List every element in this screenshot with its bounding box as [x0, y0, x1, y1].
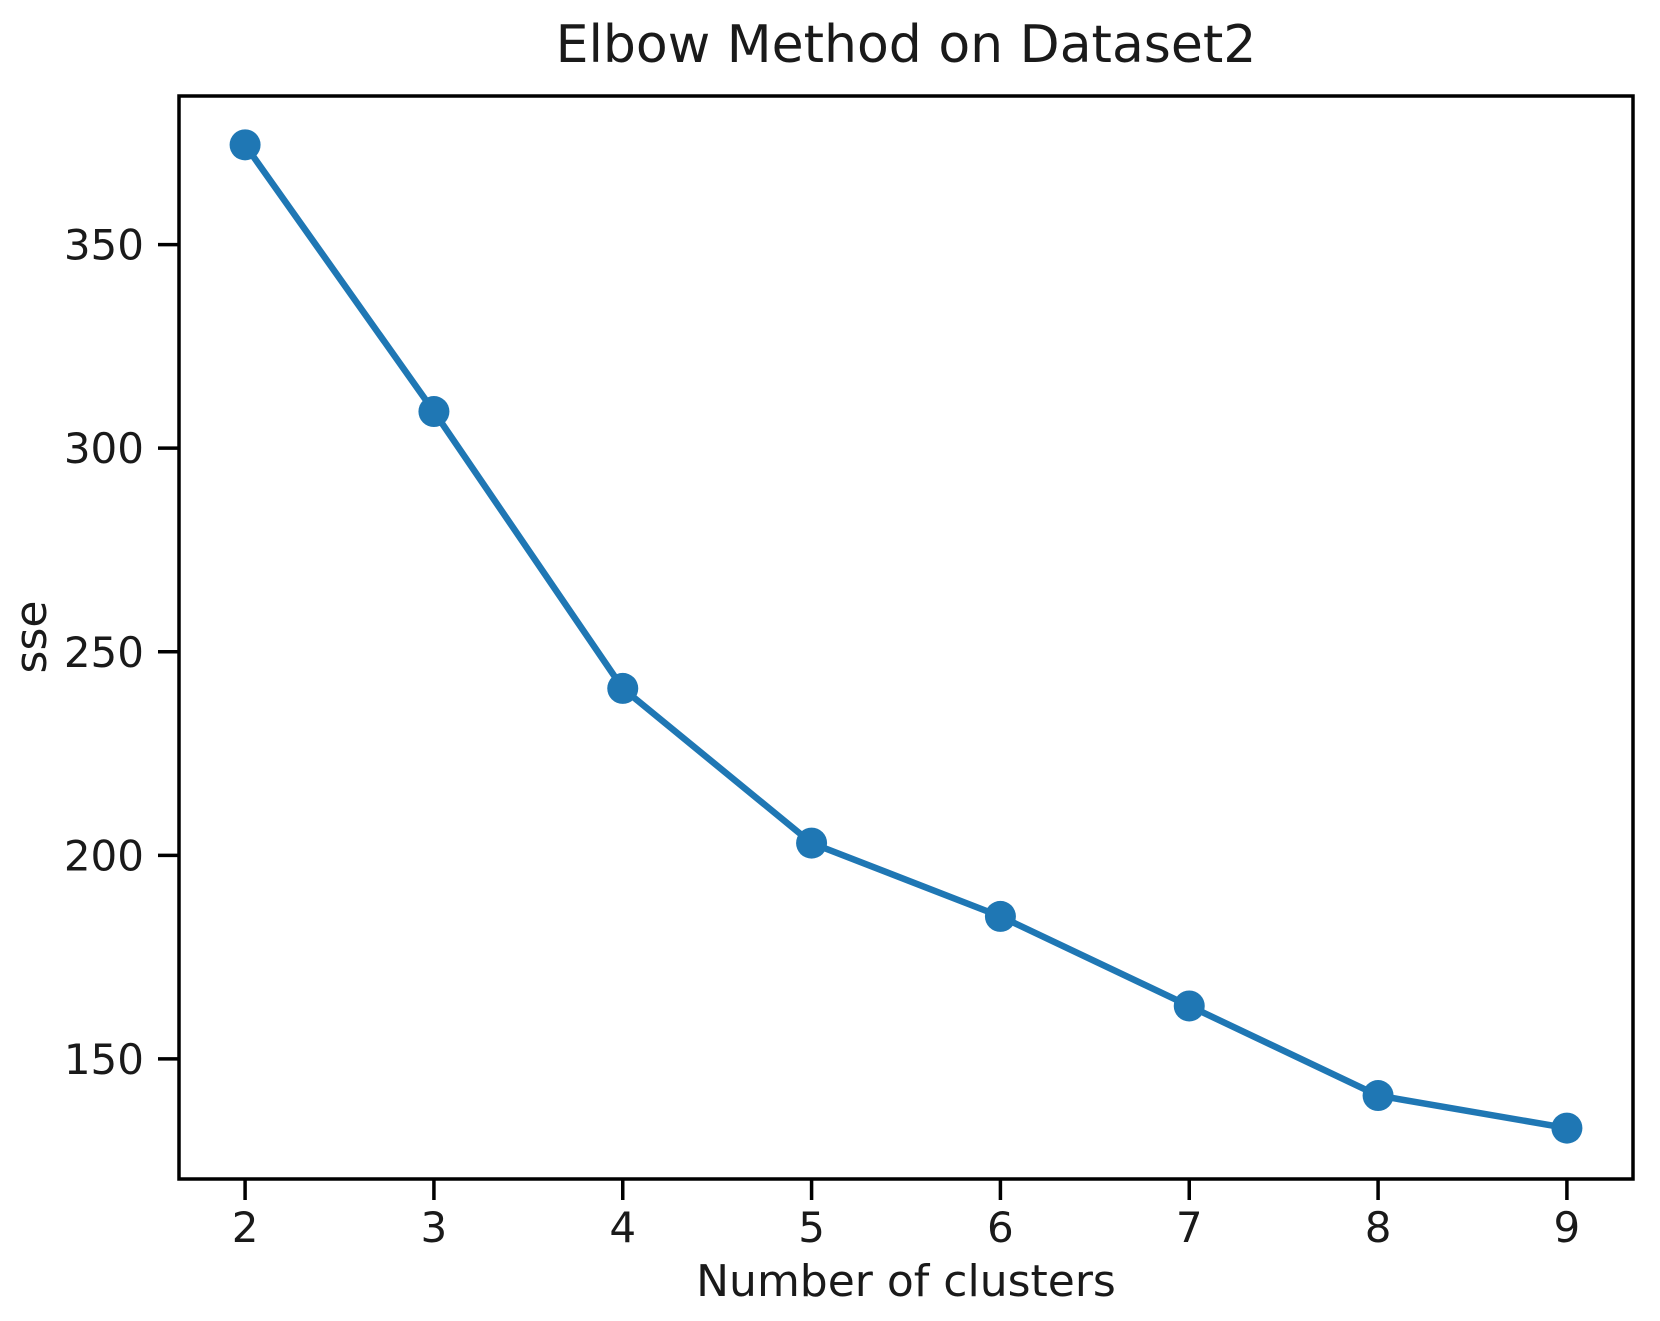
series-group: [229, 129, 1583, 1144]
y-tick-label: 200: [64, 831, 144, 880]
data-point-marker: [418, 396, 450, 428]
x-tick-label: 5: [798, 1203, 825, 1252]
x-tick-label: 7: [1176, 1203, 1203, 1252]
y-tick-label: 300: [64, 424, 144, 473]
x-axis-ticks: 2 3 4 5 6 7 8 9: [232, 1179, 1581, 1252]
x-tick-label: 4: [609, 1203, 636, 1252]
chart-title: Elbow Method on Dataset2: [556, 15, 1257, 75]
y-axis-label: sse: [6, 601, 57, 674]
data-point-marker: [796, 827, 828, 859]
y-tick-label: 350: [64, 221, 144, 270]
plot-area: [179, 96, 1633, 1179]
data-point-marker: [607, 672, 639, 704]
data-point-marker: [1173, 990, 1205, 1022]
data-point-marker: [1362, 1080, 1394, 1112]
x-tick-label: 3: [421, 1203, 448, 1252]
y-tick-label: 150: [64, 1035, 144, 1084]
data-point-marker: [1551, 1112, 1583, 1144]
x-tick-label: 9: [1554, 1203, 1581, 1252]
data-point-marker: [984, 900, 1016, 932]
x-tick-label: 6: [987, 1203, 1014, 1252]
data-point-marker: [229, 129, 261, 161]
x-tick-label: 2: [232, 1203, 259, 1252]
series-line: [241, 141, 1571, 1132]
plot-spines: [177, 94, 1635, 1181]
x-axis-label: Number of clusters: [696, 1256, 1116, 1307]
y-tick-label: 250: [64, 628, 144, 677]
y-axis-ticks: 150 200 250 300 350: [64, 221, 179, 1084]
x-tick-label: 8: [1365, 1203, 1392, 1252]
